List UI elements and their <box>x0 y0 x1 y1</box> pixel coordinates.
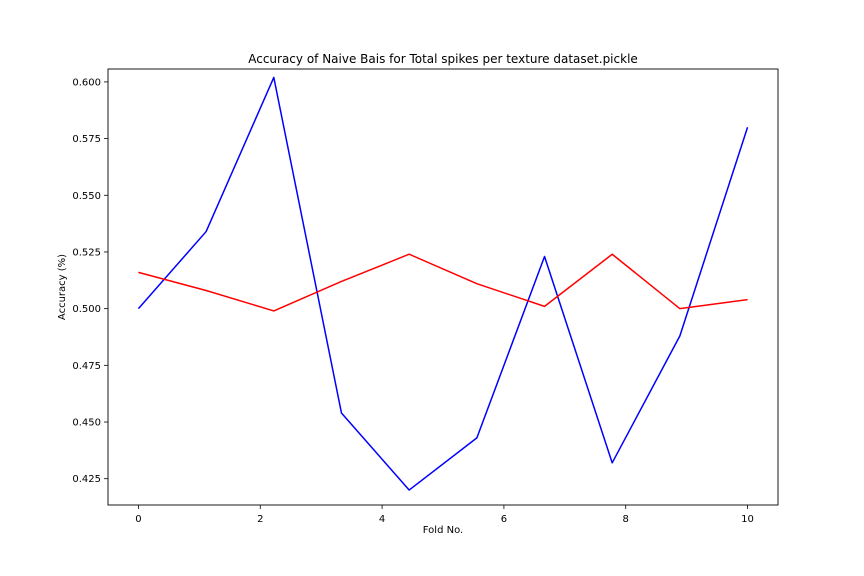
chart-title: Accuracy of Naive Bais for Total spikes … <box>248 52 638 66</box>
series-line-2 <box>138 253 748 312</box>
x-axis-label: Fold No. <box>423 525 463 536</box>
x-axis: 0 2 4 6 8 10 <box>135 505 754 525</box>
series-layer <box>137 76 749 491</box>
plot-area <box>108 69 778 505</box>
y-tick-label: 0.575 <box>72 134 101 145</box>
series-line-1 <box>137 76 749 491</box>
x-tick-label: 2 <box>257 514 263 525</box>
x-tick-label: 4 <box>379 514 385 525</box>
y-tick-label: 0.475 <box>72 361 101 372</box>
plot-frame <box>107 68 779 506</box>
y-tick-label: 0.600 <box>72 77 101 88</box>
y-axis: 0.425 0.450 0.475 0.500 0.525 0.550 0.575 0.600 <box>72 77 108 485</box>
x-tick-label: 10 <box>741 514 754 525</box>
y-tick-label: 0.525 <box>72 247 101 258</box>
x-tick-label: 8 <box>623 514 629 525</box>
x-tick-label: 6 <box>501 514 507 525</box>
y-axis-label: Accuracy (%) <box>57 254 68 320</box>
y-tick-label: 0.450 <box>72 418 101 429</box>
y-tick-label: 0.425 <box>72 474 101 485</box>
x-tick-label: 0 <box>135 514 141 525</box>
y-tick-label: 0.550 <box>72 191 101 202</box>
y-tick-label: 0.500 <box>72 304 101 315</box>
